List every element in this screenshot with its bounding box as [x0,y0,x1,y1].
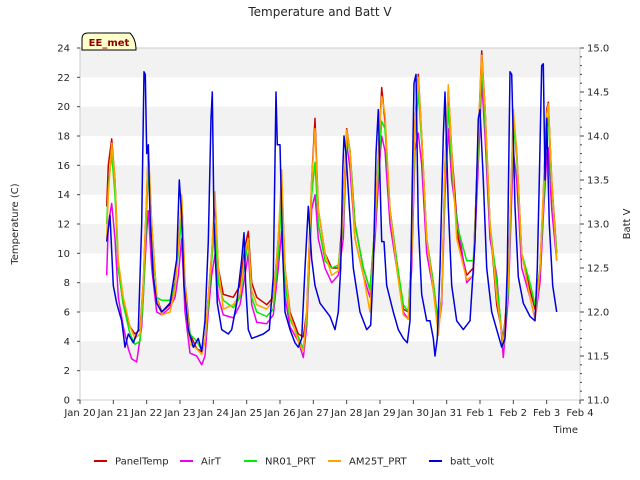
x-tick-label: Jan 20 [63,408,95,419]
x-tick-label: Jan 27 [297,408,329,419]
chart-title: Temperature and Batt V [247,5,392,19]
x-axis-ticks: Jan 20 Jan 21 Jan 22 Jan 23 Jan 24 Jan 25 Jan … [63,400,594,419]
y2-tick-label: 14.5 [587,88,609,99]
legend-label: AirT [201,457,222,468]
y2-axis-title: Batt V [622,208,633,239]
y2-tick-label: 12.0 [587,308,609,319]
y-tick-label: 6 [64,308,70,319]
series-lines [105,50,558,366]
y-tick-label: 20 [57,102,70,113]
y2-tick-label: 11.5 [587,352,609,363]
y-tick-label: 14 [57,190,70,201]
grid-band [80,106,580,136]
x-tick-label: Jan 21 [97,408,129,419]
x-tick-label: Feb 2 [500,408,527,419]
site-label: EE_met [89,38,130,49]
grid-band [80,48,580,78]
grid-band [80,165,580,195]
y2-tick-label: 11.0 [587,396,609,407]
grid-band [80,370,580,400]
y2-tick-label: 13.5 [587,176,609,187]
y2-tick-label: 13.0 [587,220,609,231]
y2-tick-label: 14.0 [587,132,609,143]
grid-band [80,77,580,107]
legend-label: PanelTemp [115,457,169,468]
y2-tick-label: 12.5 [587,264,609,275]
y-tick-label: 16 [57,161,70,172]
x-tick-label: Feb 3 [533,408,560,419]
x-tick-label: Jan 23 [163,408,195,419]
y-tick-label: 24 [57,44,70,55]
y-axis-title: Temperature (C) [10,183,21,265]
series-line-airt [105,79,558,366]
x-tick-label: Jan 29 [363,408,395,419]
site-label-box: EE_met [81,32,137,51]
y-tick-label: 10 [57,249,70,260]
legend: PanelTemp AirT NR01_PRT AM25T_PRT batt_volt [94,457,494,468]
x-tick-label: Jan 26 [263,408,295,419]
y-axis-right-ticks: 11.0 11.5 12.0 12.5 13.0 13.5 14.0 14.5 15.0 [580,44,609,407]
y-tick-label: 18 [57,132,70,143]
x-tick-label: Jan 31 [430,408,462,419]
grid-band [80,194,580,224]
x-tick-label: Feb 4 [566,408,593,419]
y-tick-label: 0 [64,396,70,407]
x-tick-label: Jan 24 [197,408,229,419]
y-tick-label: 2 [64,366,70,377]
legend-label: batt_volt [450,457,494,468]
y-tick-label: 4 [64,337,70,348]
x-axis-title: Time [553,425,578,436]
legend-label: NR01_PRT [265,457,316,468]
y-tick-label: 22 [57,73,70,84]
grid-band [80,224,580,254]
legend-label: AM25T_PRT [349,457,408,468]
x-tick-label: Jan 30 [397,408,429,419]
series-line-am25t-prt [105,54,558,356]
series-line-batt-volt [105,63,558,357]
y2-tick-label: 15.0 [587,44,609,55]
x-tick-label: Jan 22 [130,408,162,419]
y-tick-label: 8 [64,278,70,289]
plot-bands [80,48,580,400]
x-tick-label: Jan 28 [330,408,362,419]
y-tick-label: 12 [57,220,70,231]
grid-band [80,341,580,371]
grid-band [80,136,580,166]
x-tick-label: Jan 25 [230,408,262,419]
x-tick-label: Feb 1 [466,408,493,419]
